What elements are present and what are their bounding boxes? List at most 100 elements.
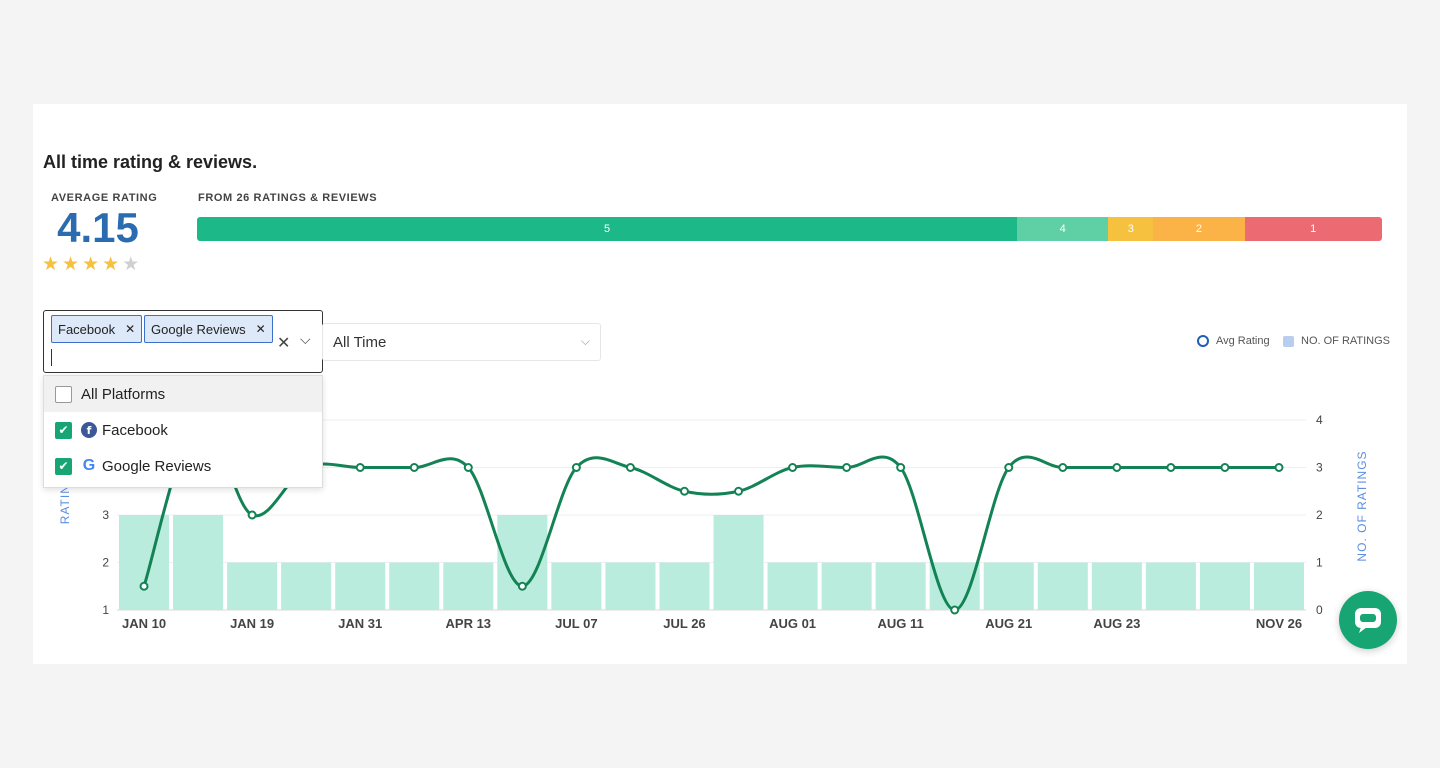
x-tick-label: JAN 10 xyxy=(122,616,166,631)
dropdown-item-label: Facebook xyxy=(102,421,168,439)
ratings-card: All time rating & reviews. AVERAGE RATIN… xyxy=(33,104,1407,664)
star-icon: ★ xyxy=(122,254,140,275)
avg-rating-point xyxy=(1220,463,1230,472)
text-cursor[interactable] xyxy=(51,349,52,366)
avg-rating-point xyxy=(1274,463,1284,472)
platform-multiselect[interactable]: Facebook ✕ Google Reviews ✕ ✕ ⌵ xyxy=(43,310,323,373)
rating-count-bar xyxy=(1253,562,1304,610)
x-tick-label: NOV 26 xyxy=(1256,616,1302,631)
x-tick-label: AUG 11 xyxy=(878,616,924,631)
avg-rating-point xyxy=(409,463,419,472)
right-axis-label: NO. OF RATINGS xyxy=(1355,450,1369,561)
close-icon[interactable]: ✕ xyxy=(255,322,266,336)
avg-rating-point xyxy=(625,463,635,472)
avg-rating-point xyxy=(139,581,149,591)
x-tick-label: APR 13 xyxy=(446,616,492,631)
avg-rating-point xyxy=(950,605,960,615)
left-tick-label: 3 xyxy=(102,508,109,522)
right-tick-label: 2 xyxy=(1316,508,1323,522)
avg-rating-point xyxy=(679,486,689,496)
rating-count-bar xyxy=(659,562,710,610)
avg-rating-point xyxy=(734,486,744,496)
legend-label: NO. OF RATINGS xyxy=(1301,335,1391,347)
x-tick-label: AUG 21 xyxy=(985,616,1032,631)
facebook-icon: f xyxy=(81,422,97,438)
ratings-chart: JAN 10 JAN 19 JAN 31 APR 13 JUL 07 JUL 26 AUG … xyxy=(58,413,1369,631)
legend-avg-rating[interactable]: Avg Rating xyxy=(1197,335,1270,347)
star-icon: ★ xyxy=(62,254,80,275)
rating-count-bar xyxy=(119,515,170,610)
avg-rating-point xyxy=(1058,463,1068,472)
rating-count-bar xyxy=(551,562,602,610)
rating-count-bar xyxy=(983,562,1034,610)
distribution-segment-3: 3 xyxy=(1108,217,1154,241)
rating-count-bar xyxy=(1199,562,1250,610)
avg-rating-point xyxy=(788,463,798,472)
dropdown-item-all-platforms[interactable]: All Platforms xyxy=(44,376,322,412)
square-icon xyxy=(1283,335,1294,347)
chat-button[interactable] xyxy=(1339,591,1397,649)
dropdown-item-label: Google Reviews xyxy=(102,457,212,475)
x-tick-label: JAN 19 xyxy=(230,616,274,631)
star-icon: ★ xyxy=(102,254,120,275)
rating-count-bar xyxy=(929,562,980,610)
right-tick-label: 4 xyxy=(1316,413,1323,427)
rating-count-bar xyxy=(389,562,440,610)
x-tick-label: AUG 23 xyxy=(1093,616,1140,631)
distribution-segment-2: 2 xyxy=(1153,217,1245,241)
rating-count-bar xyxy=(875,562,926,610)
average-rating-label: AVERAGE RATING xyxy=(51,192,158,204)
dropdown-item-label: All Platforms xyxy=(81,385,166,403)
checkbox[interactable] xyxy=(55,385,72,403)
chevron-down-icon[interactable]: ⌵ xyxy=(300,331,311,347)
tag-label: Google Reviews xyxy=(151,321,246,337)
x-tick-label: AUG 01 xyxy=(769,616,816,631)
dropdown-item-facebook[interactable]: ✔ f Facebook xyxy=(44,412,322,448)
checkbox[interactable]: ✔ xyxy=(55,457,72,475)
rating-count-bar xyxy=(605,562,656,610)
average-rating-value: 4.15 xyxy=(57,204,139,251)
card-title: All time rating & reviews. xyxy=(43,152,258,172)
ratings-count-label: FROM 26 RATINGS & REVIEWS xyxy=(198,192,378,204)
distribution-segment-5: 5 xyxy=(197,217,1018,241)
avg-rating-point xyxy=(1004,463,1014,472)
platform-dropdown: All Platforms ✔ f Facebook ✔ G Google Re… xyxy=(43,375,323,488)
rating-count-bar xyxy=(1091,562,1142,610)
rating-count-bar xyxy=(1145,562,1196,610)
right-tick-label: 1 xyxy=(1316,556,1323,570)
rating-count-bar xyxy=(281,562,332,610)
avg-rating-point xyxy=(571,463,581,472)
distribution-segment-4: 4 xyxy=(1017,217,1109,241)
google-icon: G xyxy=(81,457,97,474)
clear-icon[interactable]: ✕ xyxy=(277,335,291,352)
rating-count-bar xyxy=(173,515,224,610)
tag-facebook: Facebook ✕ xyxy=(51,315,143,343)
x-tick-label: JUL 26 xyxy=(663,616,705,631)
avg-rating-point xyxy=(1166,463,1176,472)
right-tick-label: 3 xyxy=(1316,461,1323,475)
chat-icon xyxy=(1355,608,1381,633)
avg-rating-point xyxy=(517,581,527,591)
avg-rating-point xyxy=(355,463,365,472)
close-icon[interactable]: ✕ xyxy=(125,322,136,336)
circle-icon xyxy=(1197,335,1209,347)
chevron-down-icon: ⌵ xyxy=(580,334,590,348)
avg-rating-point xyxy=(1112,463,1122,472)
rating-count-bar xyxy=(821,562,872,610)
time-range-select[interactable]: All Time ⌵ xyxy=(322,323,601,361)
right-tick-label: 0 xyxy=(1316,603,1323,617)
tag-label: Facebook xyxy=(58,321,116,337)
legend-num-ratings[interactable]: NO. OF RATINGS xyxy=(1283,335,1390,347)
checkbox[interactable]: ✔ xyxy=(55,421,72,439)
avg-rating-point xyxy=(463,463,473,472)
left-tick-label: 2 xyxy=(102,556,109,570)
x-tick-label: JAN 31 xyxy=(338,616,382,631)
avg-rating-point xyxy=(842,463,852,472)
dropdown-item-google-reviews[interactable]: ✔ G Google Reviews xyxy=(44,448,322,484)
star-rating: ★ ★ ★ ★ ★ xyxy=(42,255,139,275)
tag-google-reviews: Google Reviews ✕ xyxy=(144,315,273,343)
distribution-segment-1: 1 xyxy=(1244,217,1382,241)
rating-count-bar xyxy=(713,515,764,610)
x-tick-label: JUL 07 xyxy=(555,616,597,631)
